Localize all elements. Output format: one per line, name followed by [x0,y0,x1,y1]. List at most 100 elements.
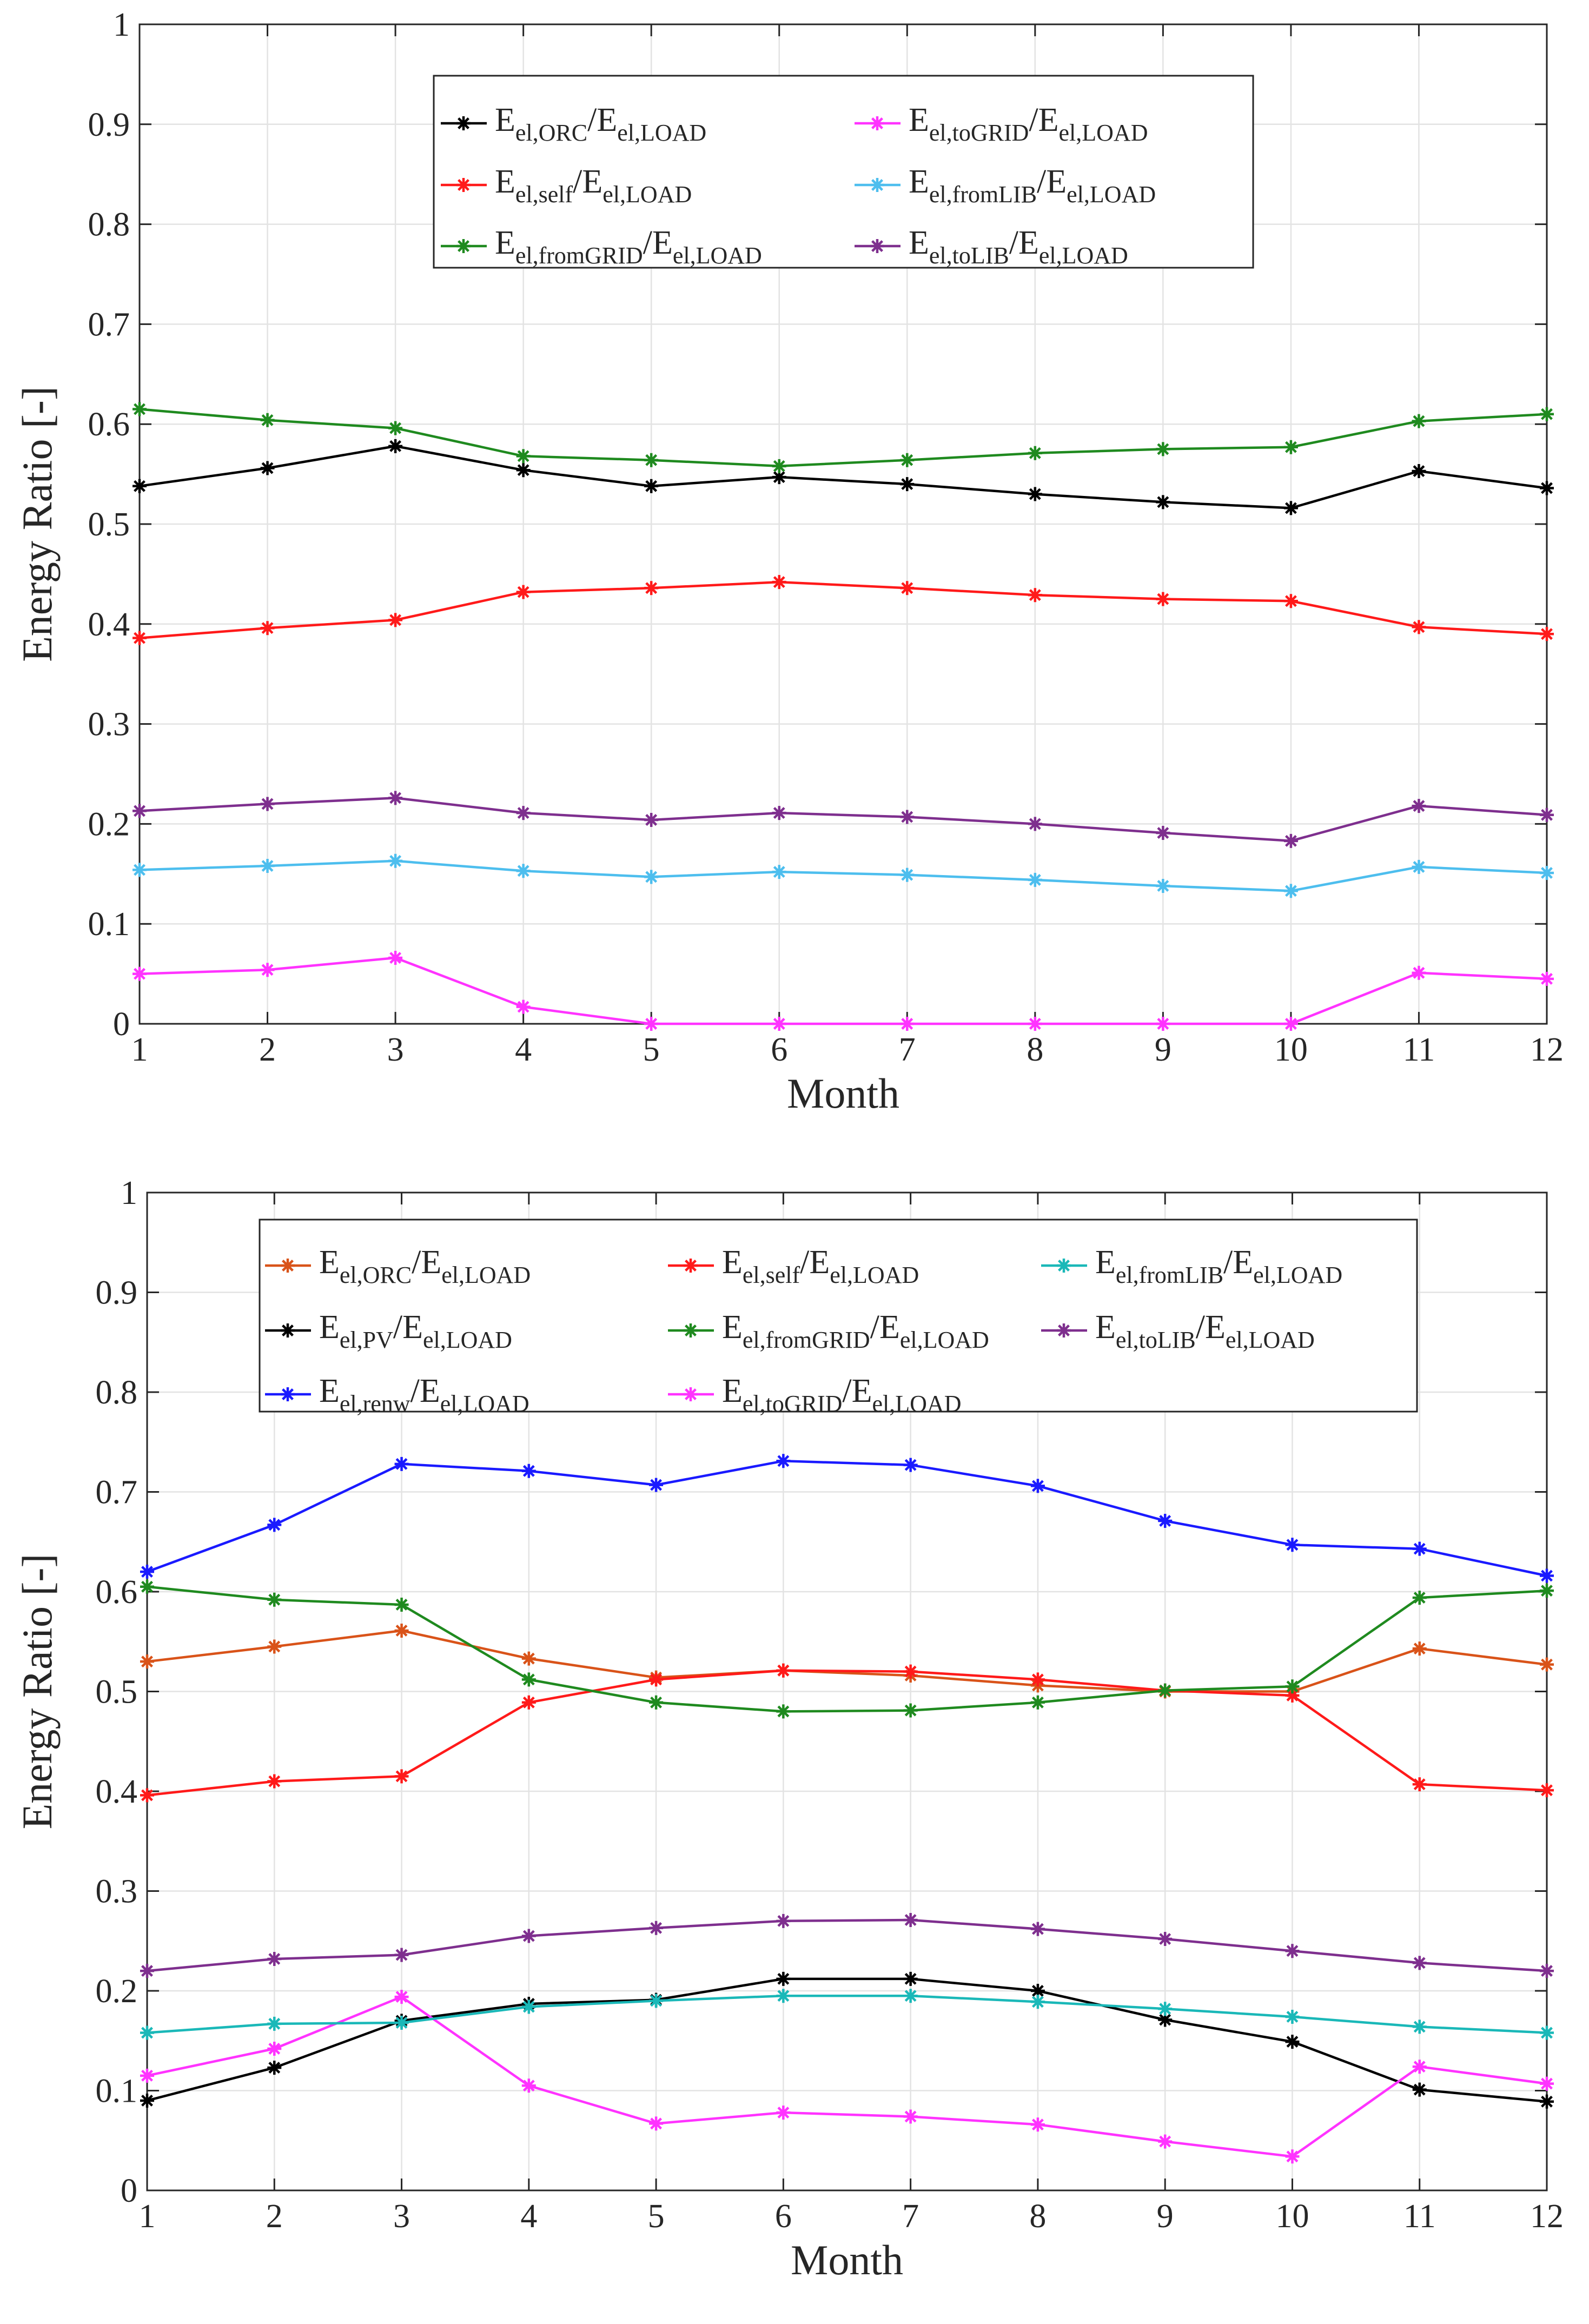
data-point [1030,1695,1045,1710]
data-point [1158,1514,1173,1528]
legend-marker [281,1259,295,1273]
data-point [1540,1568,1554,1583]
data-point [267,1639,282,1654]
data-point [1285,2149,1300,2164]
data-point [1030,2117,1045,2132]
legend-marker [456,116,471,130]
data-point [133,863,147,877]
data-point [903,1913,918,1927]
data-point [1030,1995,1045,2009]
data-point [267,1518,282,1532]
y-tick-label: 0.1 [88,906,130,943]
data-point [267,2061,282,2075]
x-tick-label: 2 [259,1031,276,1068]
legend-label-2: Eel,PV/Eel,LOAD [319,1309,512,1353]
series-line [147,1995,1547,2158]
legend-label-2: Eel,self/Eel,LOAD [495,163,692,208]
data-point [1412,1956,1427,1970]
series-black [133,439,1554,515]
data-point [1285,1944,1300,1958]
data-point [267,1774,282,1789]
x-tick-label: 3 [387,1031,404,1068]
legend-marker [684,1387,698,1401]
data-point [260,461,275,475]
x-axis-label: Month [791,2236,903,2283]
legend-marker [281,1323,295,1338]
data-point [516,864,531,878]
data-point [772,459,786,473]
data-point [644,453,659,467]
data-point [521,1672,536,1687]
y-tick-label: 0 [113,1006,130,1043]
y-tick-label: 0.4 [96,1773,138,1810]
data-point [1285,1538,1300,1552]
y-tick-label: 0.2 [88,806,130,843]
y-tick-label: 0.4 [88,606,130,643]
data-point [772,470,786,485]
data-point [1540,627,1554,641]
data-point [1158,1683,1173,1698]
x-tick-label: 12 [1530,2198,1564,2235]
y-tick-label: 0.3 [96,1873,138,1910]
legend-label-4: Eel,toGRID/Eel,LOAD [909,102,1148,146]
data-point [1158,2012,1173,2027]
x-tick-label: 11 [1403,1031,1435,1068]
legend-label-7: Eel,fromLIB/Eel,LOAD [1095,1244,1342,1288]
data-point [521,2078,536,2093]
data-point [516,463,531,478]
y-tick-label: 0.6 [96,1574,138,1611]
y-axis-label: Energy Ratio [-] [14,1554,61,1830]
legend-label-8: Eel,toLIB/Eel,LOAD [1095,1309,1315,1353]
legend-label-5: Eel,fromGRID/Eel,LOAD [722,1309,989,1353]
series-lightblue [133,853,1554,898]
data-point [649,1994,664,2008]
data-point [1156,592,1170,606]
legend-label-1: Eel,ORC/Eel,LOAD [319,1244,531,1288]
data-point [1540,971,1554,986]
data-point [260,963,275,977]
data-point [1412,859,1426,874]
series-red [140,1663,1554,1803]
data-point [1283,1017,1298,1031]
data-point [394,1769,409,1784]
data-point [1412,1641,1427,1656]
y-tick-label: 0.8 [88,207,130,243]
series-line [147,1994,1547,2034]
data-point [388,439,403,453]
data-point [1283,833,1298,848]
data-point [516,585,531,599]
x-tick-label: 8 [1027,1031,1043,1068]
data-point [776,1454,791,1468]
data-point [776,1989,791,2003]
data-point [1028,588,1042,602]
data-point [140,2068,154,2083]
data-point [1540,1584,1554,1598]
data-point [772,575,786,590]
data-point [133,479,147,493]
y-tick-label: 1 [121,1175,137,1211]
data-point [521,1695,536,1710]
data-point [521,1929,536,1943]
series-line [147,1977,1547,2103]
x-tick-label: 9 [1155,1031,1171,1068]
data-point [1283,594,1298,608]
data-point [644,479,659,493]
data-point [267,2016,282,2031]
legend-label-1: Eel,ORC/Eel,LOAD [495,102,706,146]
data-point [903,1664,918,1679]
data-point [1412,2060,1427,2074]
series-line [147,1460,1547,1577]
data-point [388,853,403,868]
data-point [903,1703,918,1718]
legend-marker [870,239,884,253]
legend-marker [684,1323,698,1338]
series-line [139,445,1547,509]
data-point [267,1592,282,1607]
data-point [133,966,147,981]
data-point [140,2025,154,2040]
data-point [1285,2035,1300,2049]
data-point [1028,817,1042,831]
data-point [1285,1679,1300,1694]
data-point [1540,1964,1554,1978]
series-line [139,956,1547,1025]
